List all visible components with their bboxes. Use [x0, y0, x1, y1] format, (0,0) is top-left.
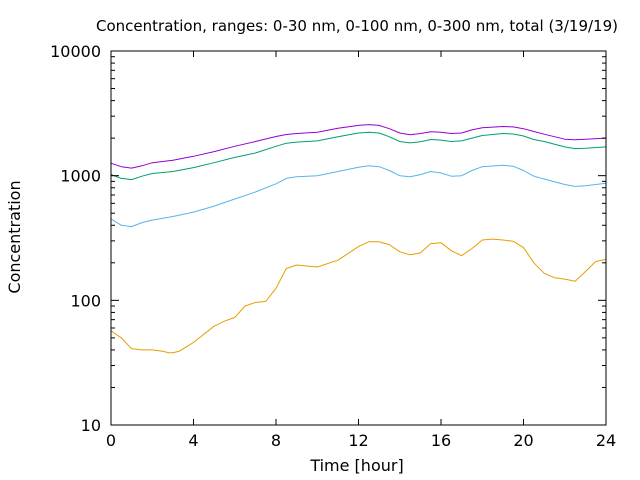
x-tick-label: 20 — [513, 431, 533, 450]
y-tick-label: 10 — [81, 416, 101, 435]
x-tick-label: 24 — [596, 431, 616, 450]
y-tick-label: 10000 — [50, 42, 101, 61]
y-axis-label: Concentration — [5, 180, 24, 293]
x-tick-label: 12 — [348, 431, 368, 450]
series-line-1 — [110, 164, 607, 228]
x-tick-label: 8 — [271, 431, 281, 450]
x-axis-label: Time [hour] — [309, 456, 403, 475]
series-line-3 — [110, 124, 607, 169]
y-tick-label: 100 — [70, 291, 101, 310]
plot-frame — [110, 50, 607, 426]
axis-ticks: 0 4 8 12 16 20 24 10 100 1000 10000 — [50, 42, 616, 450]
plot-series — [110, 124, 607, 354]
x-tick-label: 0 — [106, 431, 116, 450]
series-line-2 — [110, 131, 607, 181]
series-line-0 — [110, 238, 607, 354]
y-tick-label: 1000 — [60, 167, 101, 186]
x-tick-label: 16 — [431, 431, 451, 450]
chart-title: Concentration, ranges: 0-30 nm, 0-100 nm… — [96, 17, 618, 35]
x-tick-label: 4 — [188, 431, 198, 450]
